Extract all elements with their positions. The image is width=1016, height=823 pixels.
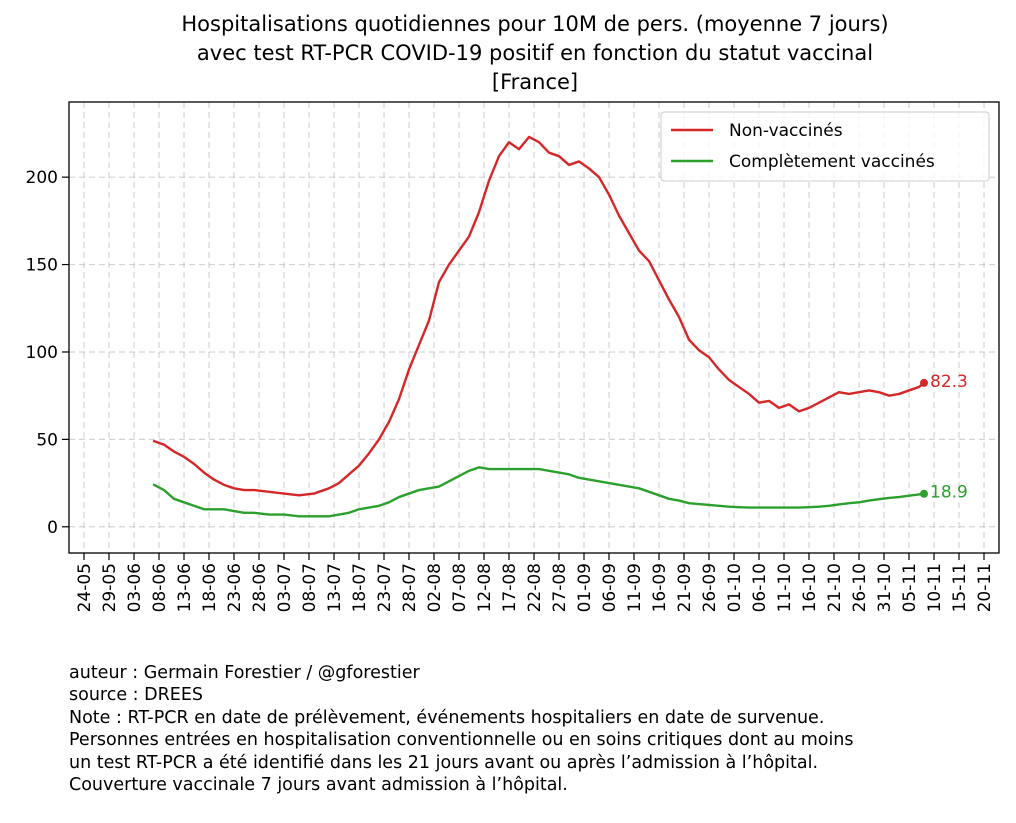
grid [69, 102, 999, 553]
x-tick-label: 03-07 [275, 563, 295, 612]
x-tick-label: 16-10 [800, 563, 820, 612]
y-tick-label: 100 [26, 343, 58, 363]
x-tick-label: 20-11 [975, 563, 995, 612]
series-end-marker-completement-vaccines [920, 489, 928, 498]
x-tick-label: 22-08 [525, 563, 545, 612]
chart-title-line-1: Hospitalisations quotidiennes pour 10M d… [181, 12, 888, 36]
x-tick-label: 06-10 [750, 563, 770, 612]
x-tick-label: 13-06 [175, 563, 195, 612]
source-note: source : DREES [69, 685, 203, 706]
footnotes: auteur : Germain Forestier / @gforestier… [69, 662, 1009, 796]
x-tick-label: 29-05 [100, 563, 120, 612]
series-line-completement-vaccines [152, 466, 926, 518]
y-tick-label: 0 [47, 518, 58, 538]
x-tick-label: 13-07 [325, 563, 345, 612]
series-end-label-completement-vaccines: 18.9 [930, 483, 968, 503]
x-tick-label: 08-06 [150, 563, 170, 612]
x-tick-label: 17-08 [500, 563, 520, 612]
legend: Non-vaccinés Complètement vaccinés [660, 111, 990, 182]
x-tick-label: 10-11 [925, 563, 945, 612]
scope-note-line-1: Personnes entrées en hospitalisation con… [69, 730, 854, 751]
x-tick-label: 11-09 [625, 563, 645, 612]
y-tick-label: 50 [36, 430, 58, 450]
x-tick-label: 28-06 [250, 563, 270, 612]
legend-box [660, 111, 990, 182]
x-tick-label: 23-07 [375, 563, 395, 612]
plot-series: 82.3 18.9 [152, 135, 968, 518]
x-tick-label: 11-10 [775, 563, 795, 612]
legend-label-completement-vaccines: Complètement vaccinés [729, 152, 935, 172]
x-tick-label: 02-08 [425, 563, 445, 612]
x-tick-label: 06-09 [600, 563, 620, 612]
x-tick-label: 08-07 [300, 563, 320, 612]
y-tick-label: 150 [26, 256, 58, 276]
x-tick-label: 26-09 [700, 563, 720, 612]
x-tick-label: 03-06 [125, 563, 145, 612]
chart-title-line-2: avec test RT-PCR COVID-19 positif en fon… [197, 41, 873, 65]
author-credit: auteur : Germain Forestier / @gforestier [69, 663, 420, 683]
series-end-marker-non-vaccines [920, 378, 928, 387]
x-tick-label: 21-09 [675, 563, 695, 612]
x-tick-label: 31-10 [875, 563, 895, 612]
x-tick-label: 05-11 [900, 563, 920, 612]
legend-label-non-vaccines: Non-vaccinés [729, 121, 843, 141]
coverage-note: Couverture vaccinale 7 jours avant admis… [69, 775, 568, 796]
x-tick-label: 16-09 [650, 563, 670, 612]
chart: Hospitalisations quotidiennes pour 10M d… [26, 12, 1000, 612]
x-tick-label: 07-08 [450, 563, 470, 612]
series-end-label-non-vaccines: 82.3 [930, 372, 968, 392]
x-tick-label: 24-05 [75, 563, 95, 612]
x-tick-label: 27-08 [550, 563, 570, 612]
x-tick-label: 26-10 [850, 563, 870, 612]
chart-title-line-3: [France] [492, 70, 578, 94]
x-tick-label: 23-06 [225, 563, 245, 612]
x-tick-label: 12-08 [475, 563, 495, 612]
chart-title: Hospitalisations quotidiennes pour 10M d… [181, 12, 888, 94]
series-line-non-vaccines [152, 135, 926, 497]
scope-note-line-2: un test RT-PCR a été identifié dans les … [69, 752, 819, 773]
x-tick-label: 01-09 [575, 563, 595, 612]
x-tick-label: 18-06 [200, 563, 220, 612]
x-tick-label: 18-07 [350, 563, 370, 612]
method-note: Note : RT-PCR en date de prélèvement, év… [69, 707, 825, 728]
x-tick-label: 21-10 [825, 563, 845, 612]
x-tick-label: 01-10 [725, 563, 745, 612]
x-tick-label: 15-11 [950, 563, 970, 612]
y-tick-label: 200 [26, 168, 58, 188]
x-tick-label: 28-07 [400, 563, 420, 612]
